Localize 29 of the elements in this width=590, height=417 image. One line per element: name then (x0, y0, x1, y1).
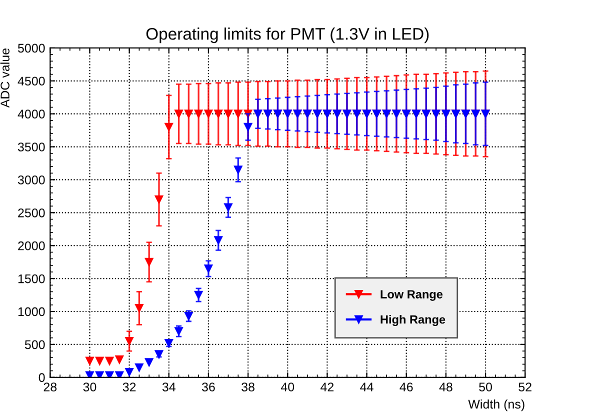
x-tick-label: 50 (479, 382, 492, 392)
y-tick-label: 4500 (18, 76, 45, 86)
x-tick-label: 34 (162, 382, 176, 392)
y-tick-label: 500 (24, 340, 45, 350)
x-tick-label: 40 (280, 382, 294, 392)
y-tick-label: 1000 (18, 307, 45, 316)
legend-label: Low Range (380, 290, 443, 301)
x-tick-label: 52 (518, 382, 532, 392)
legend-label: High Range (380, 314, 446, 326)
x-tick-label: 42 (320, 382, 334, 392)
y-tick-label: 5000 (18, 44, 45, 53)
x-axis-title: Width (ns) (468, 399, 524, 412)
x-tick-label: 38 (242, 382, 254, 392)
y-tick-label: 2000 (18, 241, 45, 250)
y-tick-label: 3500 (18, 142, 45, 152)
x-tick-label: 30 (83, 382, 96, 392)
y-tick-label: 0 (38, 373, 45, 382)
x-tick-label: 44 (360, 382, 374, 392)
y-axis-title: ADC value (0, 48, 10, 108)
chart-title: Operating limits for PMT (1.3V in LED) (146, 28, 429, 44)
x-tick-label: 48 (439, 382, 452, 392)
y-tick-label: 2500 (18, 208, 45, 218)
x-tick-label: 28 (44, 382, 57, 392)
y-tick-label: 1500 (18, 274, 45, 284)
y-tick-label: 4000 (18, 110, 45, 118)
y-tick-label: 3000 (18, 176, 45, 184)
x-tick-label: 32 (122, 382, 136, 392)
x-tick-label: 46 (400, 382, 413, 392)
x-tick-label: 36 (202, 382, 215, 392)
